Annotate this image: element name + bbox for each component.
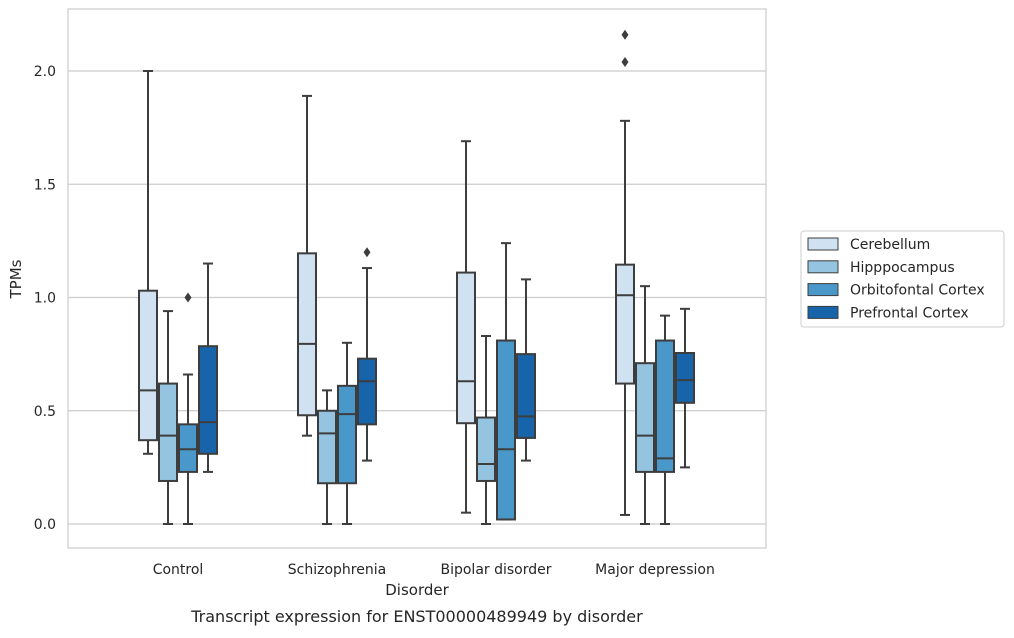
legend-frame bbox=[800, 230, 1005, 328]
box-iqr bbox=[476, 416, 496, 482]
legend-label: Prefrontal Cortex bbox=[850, 305, 969, 321]
box-iqr bbox=[615, 263, 635, 385]
box-cerebellum bbox=[456, 140, 476, 514]
chart-caption: Transcript expression for ENST0000048994… bbox=[190, 607, 643, 626]
box-iqr bbox=[357, 357, 377, 426]
box-iqr bbox=[337, 384, 357, 485]
box-orbitofontal-cortex bbox=[337, 341, 357, 525]
plot-frame bbox=[67, 8, 767, 549]
x-axis-label: Disorder bbox=[385, 581, 449, 599]
box-iqr bbox=[456, 271, 476, 425]
box-iqr bbox=[635, 362, 655, 473]
box-iqr bbox=[198, 345, 218, 455]
legend-label: Hipppocampus bbox=[850, 260, 955, 276]
y-axis-label: TPMs bbox=[7, 259, 25, 299]
legend-swatch bbox=[807, 260, 839, 274]
legend-swatch bbox=[807, 283, 839, 297]
box-hipppocampus bbox=[317, 389, 337, 525]
box-hipppocampus bbox=[635, 285, 655, 525]
x-tick-label: Major depression bbox=[595, 562, 715, 578]
box-iqr bbox=[178, 423, 198, 473]
box-prefrontal-cortex bbox=[357, 247, 377, 462]
box-hipppocampus bbox=[158, 310, 178, 525]
outlier-point bbox=[621, 29, 629, 40]
box-iqr bbox=[675, 351, 695, 404]
box-hipppocampus bbox=[476, 335, 496, 525]
y-tick-label: 0.5 bbox=[34, 404, 56, 420]
y-ticks: 0.0 0.5 1.0 1.5 2.0 bbox=[34, 64, 56, 533]
y-tick-label: 1.0 bbox=[34, 291, 56, 307]
box-layer bbox=[138, 29, 695, 525]
box-iqr bbox=[158, 382, 178, 482]
legend-swatch bbox=[807, 305, 839, 319]
box-iqr bbox=[317, 409, 337, 485]
box-iqr bbox=[516, 353, 536, 439]
x-ticks: Control Schizophrenia Bipolar disorder Majo… bbox=[153, 562, 715, 578]
x-tick-label: Bipolar disorder bbox=[440, 562, 551, 578]
x-tick-label: Schizophrenia bbox=[288, 562, 386, 578]
box-prefrontal-cortex bbox=[675, 307, 695, 469]
box-iqr bbox=[496, 339, 516, 521]
legend: Cerebellum Hipppocampus Orbitofontal Corte… bbox=[800, 230, 1005, 328]
box-iqr bbox=[655, 339, 675, 473]
box-orbitofontal-cortex bbox=[178, 292, 198, 525]
box-prefrontal-cortex bbox=[516, 278, 536, 462]
legend-label: Cerebellum bbox=[850, 237, 930, 253]
box-orbitofontal-cortex bbox=[655, 314, 675, 525]
box-iqr bbox=[297, 252, 317, 417]
box-cerebellum bbox=[615, 29, 635, 516]
y-tick-label: 0.0 bbox=[34, 517, 56, 533]
outlier-point bbox=[184, 292, 192, 303]
y-tick-label: 2.0 bbox=[34, 64, 56, 80]
outlier-point bbox=[621, 56, 629, 67]
y-tick-label: 1.5 bbox=[34, 177, 56, 193]
box-cerebellum bbox=[297, 94, 317, 437]
x-tick-label: Control bbox=[153, 562, 204, 578]
legend-label: Orbitofontal Cortex bbox=[850, 283, 985, 299]
legend-swatch bbox=[807, 237, 839, 251]
outlier-point bbox=[363, 247, 371, 258]
box-orbitofontal-cortex bbox=[496, 242, 516, 521]
box-iqr bbox=[138, 289, 158, 442]
box-prefrontal-cortex bbox=[198, 262, 218, 473]
box-cerebellum bbox=[138, 70, 158, 455]
